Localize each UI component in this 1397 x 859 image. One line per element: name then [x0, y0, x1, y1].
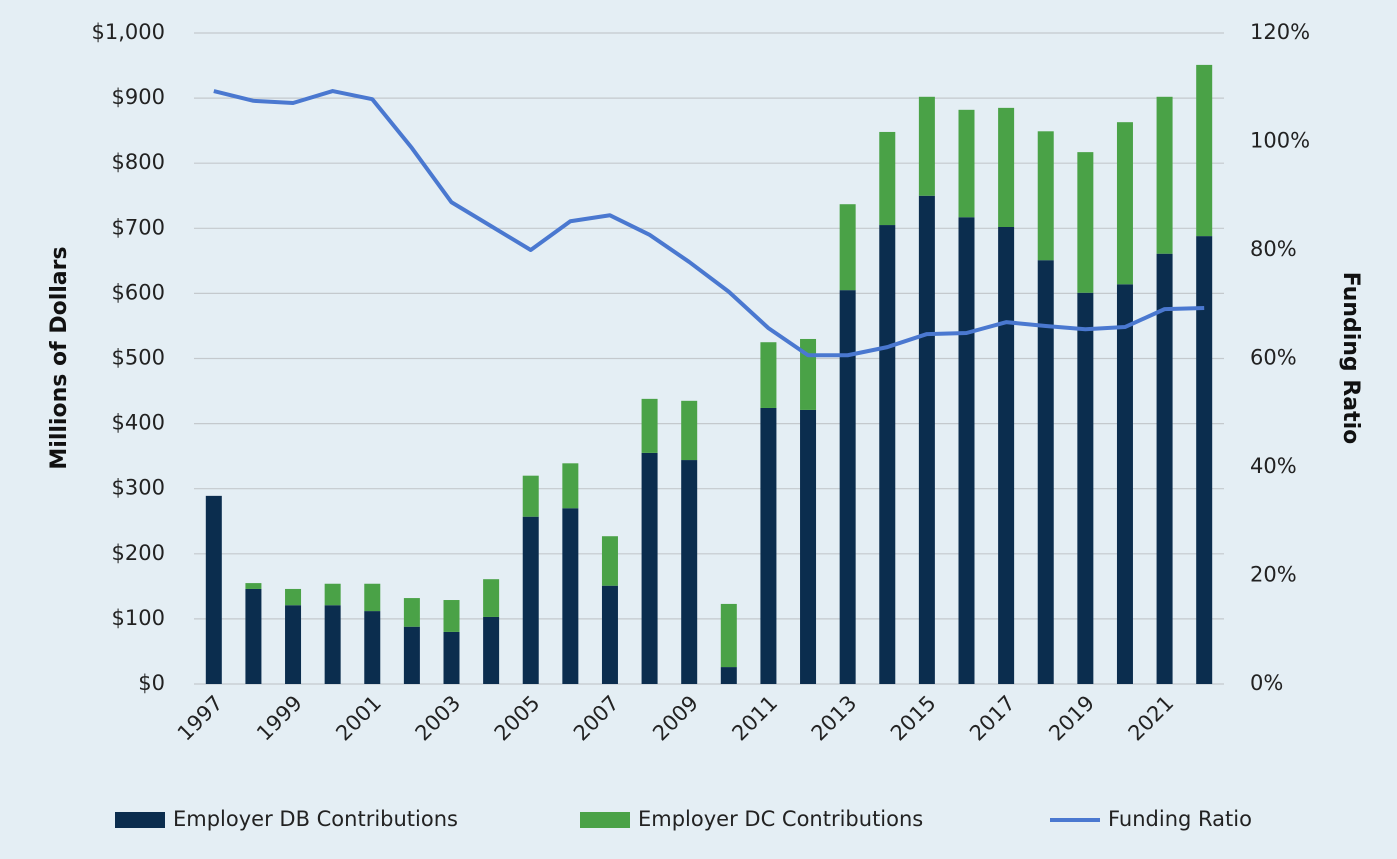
y2-tick-label: 60% [1250, 346, 1297, 370]
bar [800, 409, 817, 684]
legend-swatch [580, 812, 630, 828]
bar [839, 290, 856, 684]
y-tick-label: $1,000 [92, 20, 165, 44]
bar [1037, 260, 1054, 684]
bar [839, 204, 856, 291]
bar [562, 508, 579, 684]
bar [681, 460, 698, 684]
y-tick-label: $600 [112, 280, 165, 304]
bar [760, 407, 777, 684]
bar [641, 452, 658, 684]
bar [879, 131, 896, 226]
bar [1116, 122, 1133, 285]
bar [601, 585, 618, 684]
bar [681, 400, 698, 461]
bar [918, 96, 935, 196]
y-tick-label: $300 [112, 476, 165, 500]
legend-label: Employer DB Contributions [173, 807, 458, 831]
y-tick-label: $900 [112, 85, 165, 109]
legend-label: Funding Ratio [1108, 807, 1252, 831]
bar [522, 516, 539, 684]
bar [483, 579, 500, 617]
bar [245, 588, 262, 684]
bar [403, 598, 420, 627]
bar [998, 107, 1015, 227]
y-tick-label: $800 [112, 150, 165, 174]
bar [443, 631, 460, 684]
bar [324, 605, 341, 684]
y-tick-label: $500 [112, 346, 165, 370]
bar [1196, 236, 1213, 684]
bar [403, 626, 420, 684]
y2-tick-label: 40% [1250, 454, 1297, 478]
bar [918, 195, 935, 684]
y-tick-label: $0 [138, 671, 165, 695]
bar [245, 583, 262, 589]
bar [641, 398, 658, 453]
bar [285, 588, 302, 606]
bar [1037, 131, 1054, 261]
bar [562, 463, 579, 509]
bar [483, 616, 500, 684]
bar [1156, 96, 1173, 254]
y2-tick-label: 20% [1250, 563, 1297, 587]
y-tick-label: $700 [112, 215, 165, 239]
bar [205, 495, 222, 684]
bar [1156, 253, 1173, 684]
bar [1196, 64, 1213, 237]
bar [1116, 284, 1133, 684]
y2-tick-label: 80% [1250, 237, 1297, 261]
bar [958, 109, 975, 218]
y-tick-label: $400 [112, 411, 165, 435]
bar [522, 475, 539, 517]
bar [998, 226, 1015, 685]
line [213, 89, 1205, 358]
y-tick-label: $200 [112, 541, 165, 565]
bar [760, 342, 777, 408]
bar [958, 217, 975, 684]
bar [364, 611, 381, 684]
y-axis-title: Millions of Dollars [47, 246, 72, 469]
bar [1077, 292, 1094, 684]
y2-tick-label: 120% [1250, 20, 1310, 44]
bar [720, 667, 737, 684]
y2-axis-title: Funding Ratio [1338, 272, 1363, 445]
legend-swatch [115, 812, 165, 828]
bar [324, 583, 341, 606]
y-tick-label: $100 [112, 606, 165, 630]
y2-tick-label: 100% [1250, 129, 1310, 153]
y2-tick-label: 0% [1250, 671, 1283, 695]
bar [1077, 152, 1094, 293]
bar [364, 583, 381, 612]
bar [285, 605, 302, 684]
bar [601, 536, 618, 586]
legend-label: Employer DC Contributions [638, 807, 923, 831]
bar [720, 603, 737, 668]
bar [443, 600, 460, 632]
bar [879, 225, 896, 685]
